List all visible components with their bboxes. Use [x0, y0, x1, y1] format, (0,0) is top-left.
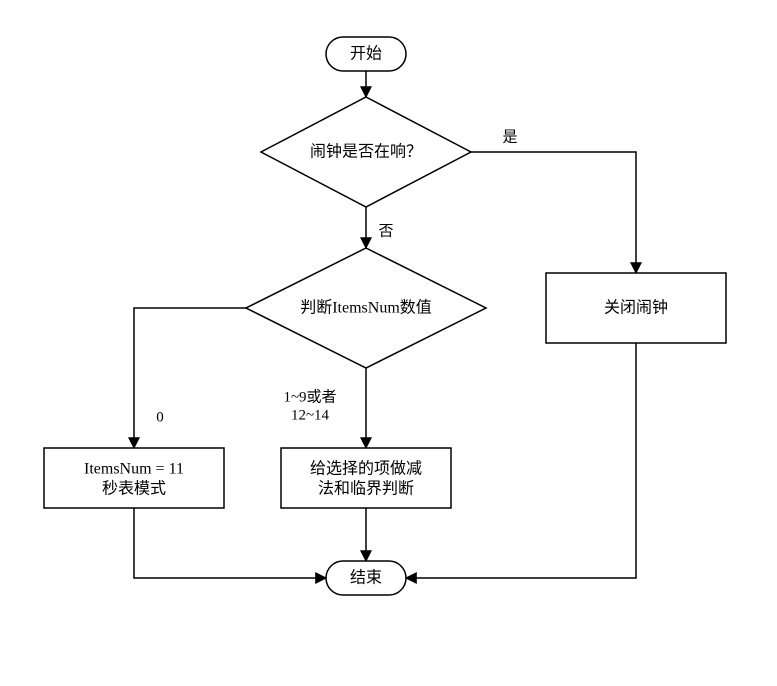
- node-stopwatch: [44, 448, 224, 508]
- edge-label-zero: 0: [156, 409, 164, 425]
- node-decrement: [281, 448, 451, 508]
- edge-stopwatch-to-end: [134, 508, 326, 578]
- flowchart-svg: 是 否 0 1~9或者 12~14 开始 闹钟是否在响？ 判断ItemsNum数…: [0, 0, 777, 686]
- node-close-alarm-label: 关闭闹钟: [604, 299, 668, 317]
- edge-label-yes: 是: [502, 129, 517, 145]
- edge-alarm-yes: [471, 152, 636, 273]
- node-items-check-label: 判断ItemsNum数值: [300, 299, 432, 317]
- node-stopwatch-label-2: 秒表模式: [102, 480, 166, 498]
- edge-label-range-1: 1~9或者: [283, 388, 336, 405]
- node-start-label: 开始: [350, 45, 382, 63]
- edge-label-no: 否: [378, 223, 393, 239]
- edge-label-range-2: 12~14: [291, 407, 330, 423]
- node-decrement-label-1: 给选择的项做减: [310, 460, 422, 478]
- node-decrement-label-2: 法和临界判断: [318, 480, 414, 498]
- edge-items-zero: [134, 308, 246, 448]
- node-stopwatch-label-1: ItemsNum = 11: [84, 461, 184, 478]
- node-alarm-check-label: 闹钟是否在响？: [310, 143, 422, 161]
- node-end-label: 结束: [350, 569, 382, 587]
